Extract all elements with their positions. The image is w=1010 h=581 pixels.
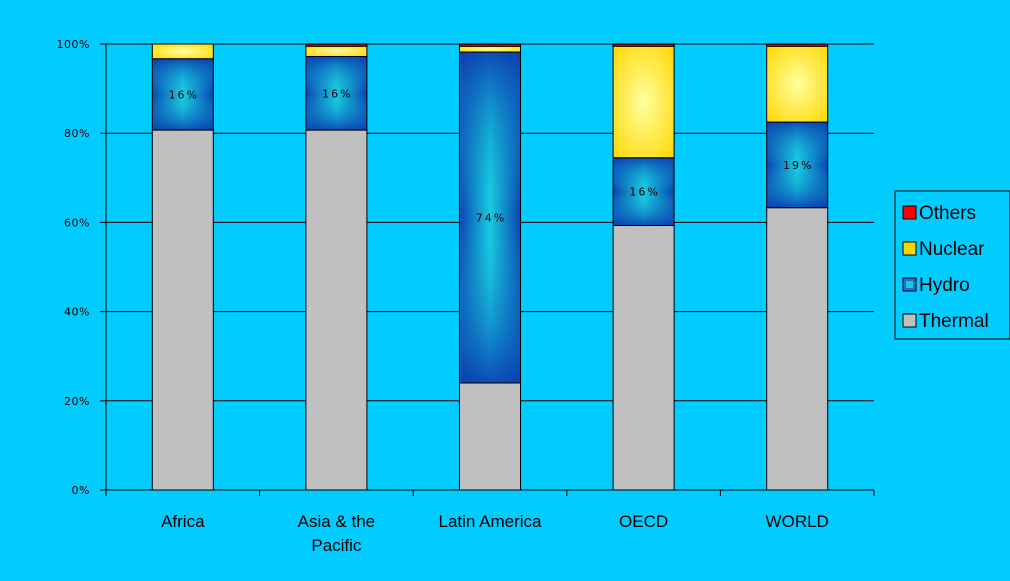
x-category-label: OECD <box>619 512 668 531</box>
bar-stacks: 16% 16% 74% 16% 19% <box>151 43 829 491</box>
legend-label: Others <box>919 203 976 224</box>
y-tick-label: 20% <box>64 395 90 408</box>
legend: Others Nuclear Hydro Thermal <box>894 190 1010 340</box>
bar-segment-hydro-world: 19% <box>766 121 829 209</box>
x-category-label: Asia & the Pacific <box>298 512 376 555</box>
x-category-label-line: Asia & the <box>298 512 376 531</box>
hydro-shade <box>613 157 675 226</box>
y-tick-label: 0% <box>72 484 90 497</box>
y-tick-label: 80% <box>64 127 90 140</box>
x-category-label-line: Pacific <box>311 536 362 555</box>
data-label: 19% <box>783 159 813 172</box>
y-tick-label: 60% <box>64 216 90 229</box>
bar-segment-others-oecd <box>612 43 675 47</box>
legend-item-thermal: Thermal <box>902 311 989 332</box>
bar-segment-nuclear-africa <box>151 43 214 60</box>
bar-segment-thermal-world <box>766 207 829 491</box>
data-label: 16% <box>169 88 199 101</box>
x-category-label-line: OECD <box>619 512 668 531</box>
legend-swatch <box>902 205 917 220</box>
legend-label: Nuclear <box>919 239 985 260</box>
x-category-label: Africa <box>161 512 205 531</box>
x-category-labels: Africa Asia & the Pacific Latin America OECD… <box>161 512 829 555</box>
bar-segment-hydro-asia-the-pacific: 16% <box>305 55 368 131</box>
legend-item-hydro: Hydro <box>902 275 970 296</box>
hydro-shade <box>152 58 214 131</box>
bar-segment-others-world <box>766 43 829 47</box>
x-category-label-line: Africa <box>161 512 205 531</box>
bar-segment-hydro-oecd: 16% <box>612 157 675 227</box>
legend-swatch-highlight <box>906 281 913 288</box>
y-tick-label: 40% <box>64 306 90 319</box>
bar-segment-thermal-latin-america <box>459 382 521 491</box>
y-tick-labels: 0% 20% 40% 60% 80% 100% <box>57 38 90 497</box>
legend-swatch <box>902 241 917 256</box>
bar-segment-thermal-africa <box>151 129 214 491</box>
bar-segment-others-asia-the-pacific <box>305 43 368 47</box>
bar-segment-others-latin-america <box>459 43 521 47</box>
bar-segment-nuclear-asia-the-pacific <box>305 45 368 57</box>
legend-item-nuclear: Nuclear <box>902 239 985 260</box>
axes <box>100 43 875 496</box>
x-category-label-line: Latin America <box>439 512 543 531</box>
bar-segment-thermal-oecd <box>612 225 675 491</box>
bar-segment-hydro-latin-america: 74% <box>459 51 521 384</box>
legend-item-others: Others <box>902 203 976 224</box>
x-category-label: WORLD <box>766 512 829 531</box>
bar-segment-hydro-africa: 16% <box>151 58 214 131</box>
hydro-shade <box>305 56 367 131</box>
hydro-shade <box>459 52 521 383</box>
hydro-shade <box>766 122 828 208</box>
bar-segment-nuclear-oecd <box>612 45 675 159</box>
bar-segment-thermal-asia-the-pacific <box>305 129 368 491</box>
bar-segment-nuclear-world <box>766 45 829 123</box>
x-category-label: Latin America <box>439 512 543 531</box>
bar-segment-nuclear-latin-america <box>459 45 521 53</box>
legend-label: Thermal <box>919 311 989 332</box>
data-label: 16% <box>629 186 659 199</box>
data-label: 16% <box>322 87 352 100</box>
data-label: 74% <box>476 211 506 224</box>
y-tick-label: 100% <box>57 38 90 51</box>
legend-label: Hydro <box>919 275 970 296</box>
x-category-label-line: WORLD <box>766 512 829 531</box>
legend-swatch <box>902 313 917 328</box>
